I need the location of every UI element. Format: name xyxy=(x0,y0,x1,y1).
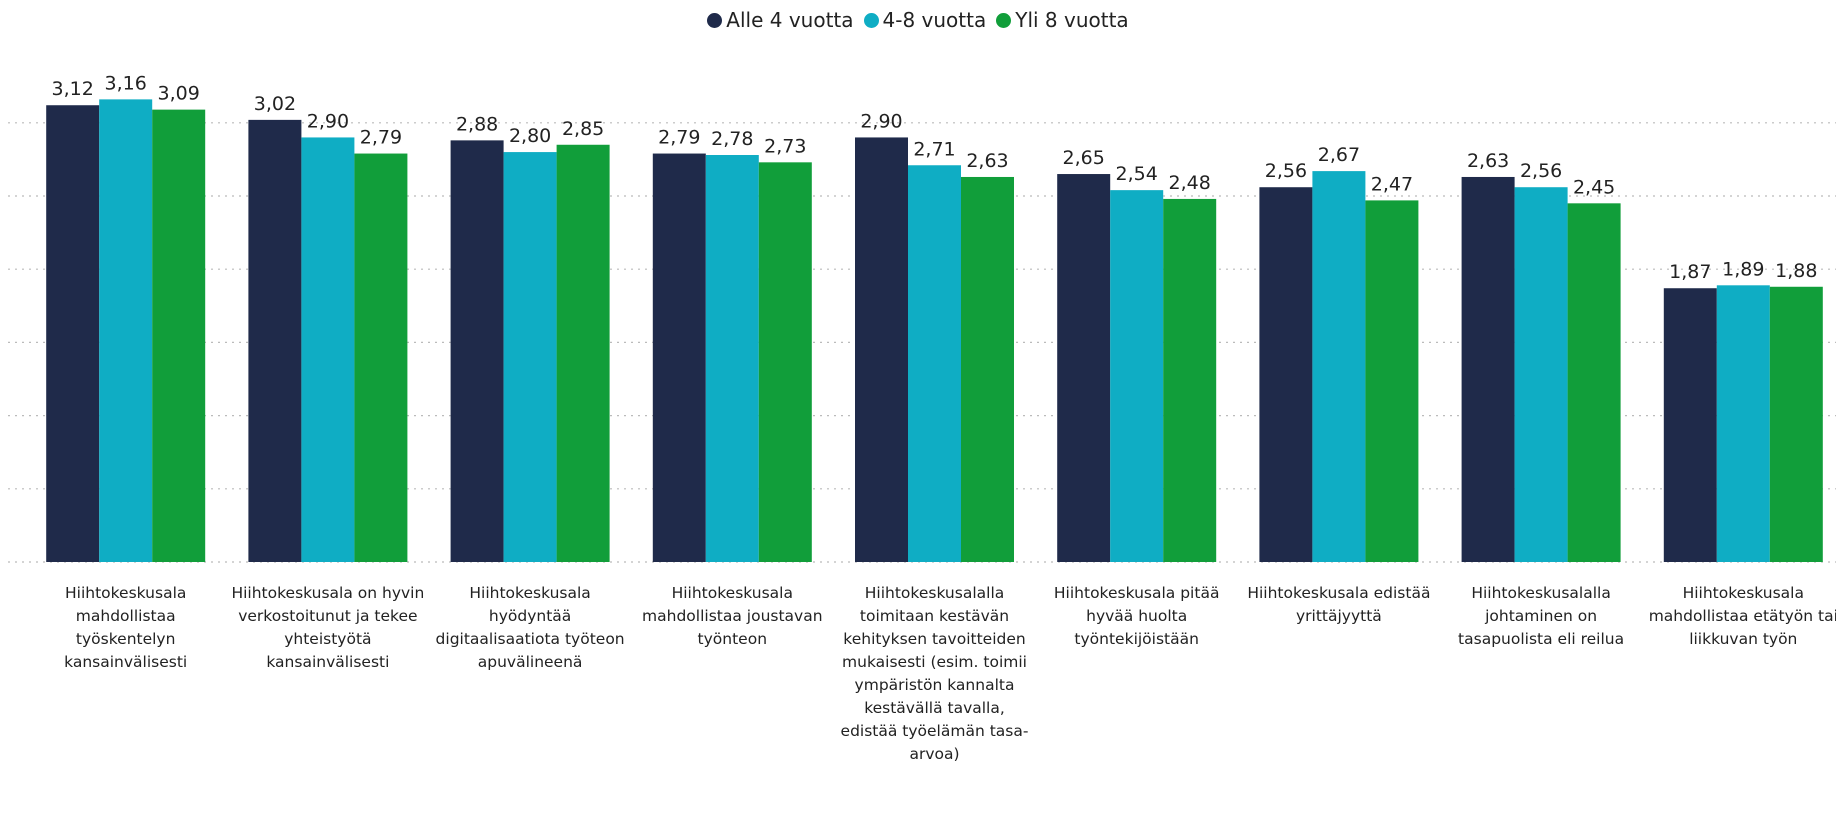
legend-item: Alle 4 vuotta xyxy=(707,8,854,32)
bar xyxy=(652,153,706,562)
x-tick-label: Hiihtokeskusala mahdollistaa etätyön tai… xyxy=(1648,584,1836,648)
value-label: 2,71 xyxy=(913,138,955,160)
bar xyxy=(354,153,408,562)
value-label: 2,45 xyxy=(1573,176,1615,198)
legend-label: Yli 8 vuotta xyxy=(1015,8,1129,32)
value-label: 2,85 xyxy=(562,118,604,140)
x-tick-label: Hiihtokeskusala pitää hyvää huolta työnt… xyxy=(1053,584,1220,648)
x-tick-label: Hiihtokeskusala edistää yrittäjyyttä xyxy=(1247,584,1431,625)
bar xyxy=(1663,288,1717,562)
bar xyxy=(503,152,557,562)
value-label: 1,88 xyxy=(1775,260,1817,282)
legend-marker xyxy=(707,12,723,28)
x-tick-label: Hiihtokeskusalalla johtaminen on tasapuo… xyxy=(1458,584,1625,648)
value-label: 2,56 xyxy=(1265,160,1307,182)
value-label: 3,09 xyxy=(158,83,200,105)
bar xyxy=(1769,286,1823,562)
bar xyxy=(1461,176,1515,562)
value-label: 2,79 xyxy=(658,127,700,149)
value-label: 2,78 xyxy=(711,128,753,150)
legend-label: 4-8 vuotta xyxy=(882,8,987,32)
bar xyxy=(1514,187,1568,562)
legend-item: Yli 8 vuotta xyxy=(996,8,1129,32)
value-label: 2,80 xyxy=(509,125,551,147)
legend-item: 4-8 vuotta xyxy=(863,8,987,32)
value-label: 2,73 xyxy=(764,135,806,157)
bar xyxy=(99,99,153,562)
legend-marker xyxy=(996,12,1012,28)
bar xyxy=(450,140,504,563)
value-label: 3,02 xyxy=(254,93,296,115)
bar xyxy=(1312,171,1366,562)
x-tick-label: Hiihtokeskusala mahdollistaa joustavan t… xyxy=(642,584,823,648)
value-label: 2,90 xyxy=(860,110,902,132)
bar xyxy=(46,105,100,563)
value-label: 2,54 xyxy=(1116,163,1158,185)
value-label: 2,48 xyxy=(1169,172,1211,194)
x-tick-label: Hiihtokeskusala hyödyntää digitaalisaati… xyxy=(435,584,625,671)
value-label: 2,79 xyxy=(360,127,402,149)
value-label: 3,16 xyxy=(105,72,147,94)
value-label: 2,90 xyxy=(307,110,349,132)
value-label: 2,56 xyxy=(1520,160,1562,182)
bar xyxy=(908,165,961,563)
bar xyxy=(1716,285,1770,562)
value-label: 2,67 xyxy=(1318,144,1360,166)
value-label: 2,88 xyxy=(456,113,498,135)
bar xyxy=(1057,174,1111,563)
value-label: 2,47 xyxy=(1371,173,1413,195)
x-tick-label: Hiihtokeskusala mahdollistaa työskentely… xyxy=(64,584,188,671)
bar xyxy=(705,155,759,562)
bar xyxy=(855,137,908,562)
bar xyxy=(1567,203,1621,562)
legend-marker xyxy=(863,12,879,28)
value-label: 2,65 xyxy=(1063,147,1105,169)
value-label: 2,63 xyxy=(966,150,1008,172)
bar xyxy=(556,144,610,562)
value-label: 1,89 xyxy=(1722,258,1764,280)
x-tick-label: Hiihtokeskusala on hyvin verkostoitunut … xyxy=(231,584,425,671)
value-label: 1,87 xyxy=(1669,261,1711,283)
bar xyxy=(961,176,1014,562)
bar xyxy=(301,137,355,562)
legend-label: Alle 4 vuotta xyxy=(726,8,854,32)
bar xyxy=(1259,187,1313,562)
x-tick-label: Hiihtokeskusalalla toimitaan kestävän ke… xyxy=(840,584,1029,763)
bar xyxy=(758,162,812,562)
value-label: 3,12 xyxy=(52,78,94,100)
bar xyxy=(1365,200,1419,562)
value-label: 2,63 xyxy=(1467,150,1509,172)
bar xyxy=(1110,190,1164,563)
legend: Alle 4 vuotta 4-8 vuotta Yli 8 vuotta xyxy=(0,8,1836,32)
bar xyxy=(1163,198,1217,563)
bar xyxy=(248,119,302,562)
bar xyxy=(152,109,206,563)
